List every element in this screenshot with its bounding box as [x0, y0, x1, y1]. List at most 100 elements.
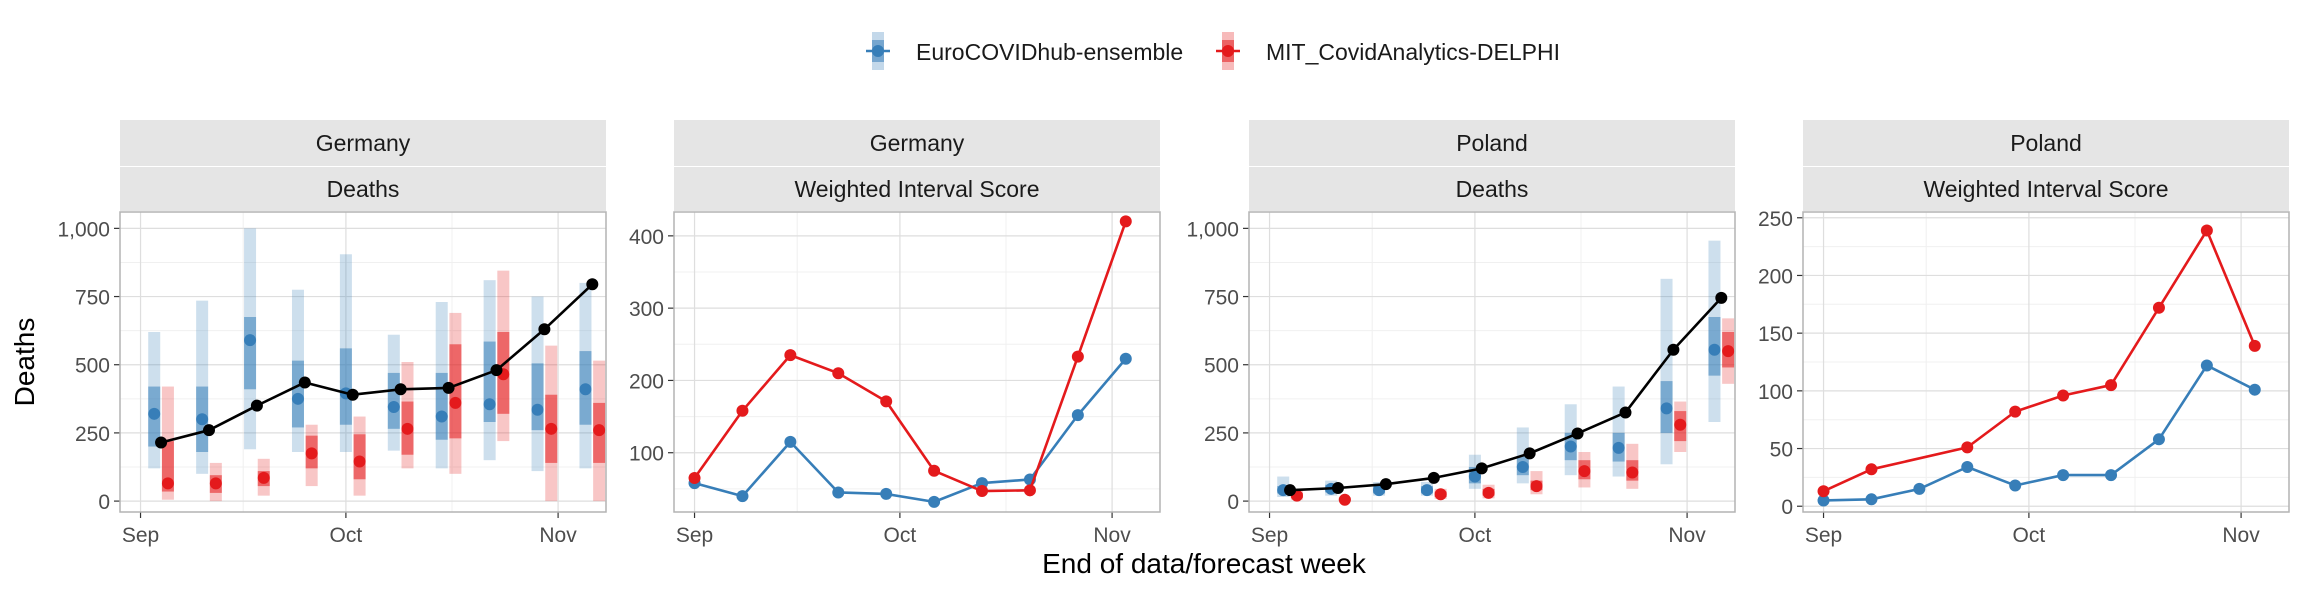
median-point [196, 413, 209, 426]
median-point [148, 407, 161, 420]
series-mit-covidanalytics-delphi [688, 215, 1132, 498]
median-point [291, 392, 304, 405]
median-point [531, 403, 544, 416]
x-tick-label: Sep [122, 524, 159, 547]
observed-point [1571, 427, 1584, 440]
series-mit-covidanalytics-delphi [1817, 224, 2261, 498]
strip-bottom-bg [1803, 167, 2289, 211]
median-point [257, 471, 270, 484]
strip-top-bg [1803, 120, 2289, 166]
data-point [1961, 461, 1974, 473]
strip-top-label: Poland [2010, 130, 2082, 156]
strip-top-label: Germany [870, 130, 965, 156]
x-tick-label: Oct [1459, 524, 1492, 547]
x-tick-label: Nov [2222, 524, 2260, 547]
observed-point [1284, 484, 1297, 497]
x-axis-title: End of data/forecast week [1042, 548, 1367, 579]
data-point [2248, 339, 2261, 352]
median-point [1434, 488, 1447, 501]
y-tick-label: 400 [629, 226, 664, 249]
interval-inner-bar [387, 372, 400, 429]
series-line [1823, 364, 2256, 502]
observed-point [1619, 406, 1632, 419]
y-tick-label: 150 [1758, 323, 1793, 346]
panel-3: Poland Deaths 0 250 500 750 1,000 Sep Oct Nov [1186, 120, 1736, 547]
data-point [1023, 484, 1036, 497]
observed-point [1475, 462, 1488, 475]
median-point [353, 455, 366, 468]
panel-4: Poland Weighted Interval Score 0 50 100 150 20… [1758, 120, 2290, 547]
strip-bottom-label: Deaths [1456, 176, 1529, 202]
panel-1: Germany Deaths 0 250 500 750 1,000 Sep Oct Nov [57, 120, 607, 547]
observed-point [1379, 478, 1392, 491]
strip-top-bg [1249, 120, 1735, 166]
strip-top-bg [674, 120, 1160, 166]
data-point [784, 435, 797, 448]
strip-bottom-bg [120, 167, 606, 211]
median-point [1420, 484, 1433, 497]
y-tick-label: 0 [1781, 496, 1793, 519]
series-eurocovidhub-ensemble [1817, 359, 2261, 507]
interval-inner-bar [244, 317, 257, 390]
median-point [244, 334, 257, 347]
y-tick-label: 1,000 [1186, 218, 1239, 241]
median-point [161, 477, 174, 490]
x-tick-label: Oct [884, 524, 917, 547]
strip-bottom-label: Weighted Interval Score [1923, 176, 2168, 202]
data-point [1119, 352, 1132, 365]
legend-key-delphi [1216, 32, 1240, 70]
observed-point [1523, 447, 1536, 460]
observed-series [155, 278, 599, 449]
x-tick-label: Sep [676, 524, 713, 547]
data-point [1865, 493, 1878, 506]
observed-point [250, 399, 263, 412]
y-tick-label: 200 [1758, 265, 1793, 288]
median-point [305, 447, 318, 460]
interval-outer-bar [1660, 278, 1673, 465]
data-point [2009, 405, 2022, 418]
interval-inner-bar [531, 363, 544, 431]
observed-point [586, 278, 599, 291]
median-point [593, 424, 606, 437]
panels: Germany Deaths 0 250 500 750 1,000 Sep Oct Nov Ger… [57, 120, 2290, 547]
interval-inner-bar [339, 348, 352, 425]
y-tick-label: 1,000 [57, 218, 110, 241]
median-point [1564, 440, 1577, 453]
y-tick-label: 100 [629, 443, 664, 466]
median-point [545, 422, 558, 435]
y-tick-label: 50 [1770, 439, 1793, 462]
strip-top-label: Poland [1456, 130, 1528, 156]
series-line [694, 357, 1127, 504]
data-point [2105, 379, 2118, 392]
panel-border [1248, 211, 1736, 513]
interval-inner-bar [449, 344, 462, 439]
data-point [2200, 224, 2213, 237]
median-point [1612, 441, 1625, 454]
y-tick-label: 250 [1204, 423, 1239, 446]
data-point [928, 495, 941, 508]
observed-point [394, 383, 407, 396]
median-point [1516, 461, 1529, 473]
data-point [2057, 389, 2070, 402]
strip-top-label: Germany [316, 130, 411, 156]
data-point [1817, 485, 1830, 498]
y-tick-label: 200 [629, 370, 664, 393]
observed-point [202, 424, 215, 437]
panel-border [673, 211, 1161, 513]
data-point [1817, 494, 1830, 507]
x-tick-label: Nov [1093, 524, 1131, 547]
data-point [832, 367, 845, 380]
y-tick-label: 750 [1204, 287, 1239, 310]
data-point [2057, 469, 2070, 482]
data-point [2009, 479, 2022, 492]
plot-area [674, 212, 1160, 512]
x-tick-label: Sep [1805, 524, 1842, 547]
y-tick-label: 500 [1204, 355, 1239, 378]
series-line [693, 220, 1127, 493]
data-point [880, 487, 893, 500]
interval-outer-bar [1612, 386, 1625, 477]
median-point [1578, 465, 1591, 478]
observed-point [1331, 482, 1344, 494]
median-point [1722, 345, 1735, 358]
